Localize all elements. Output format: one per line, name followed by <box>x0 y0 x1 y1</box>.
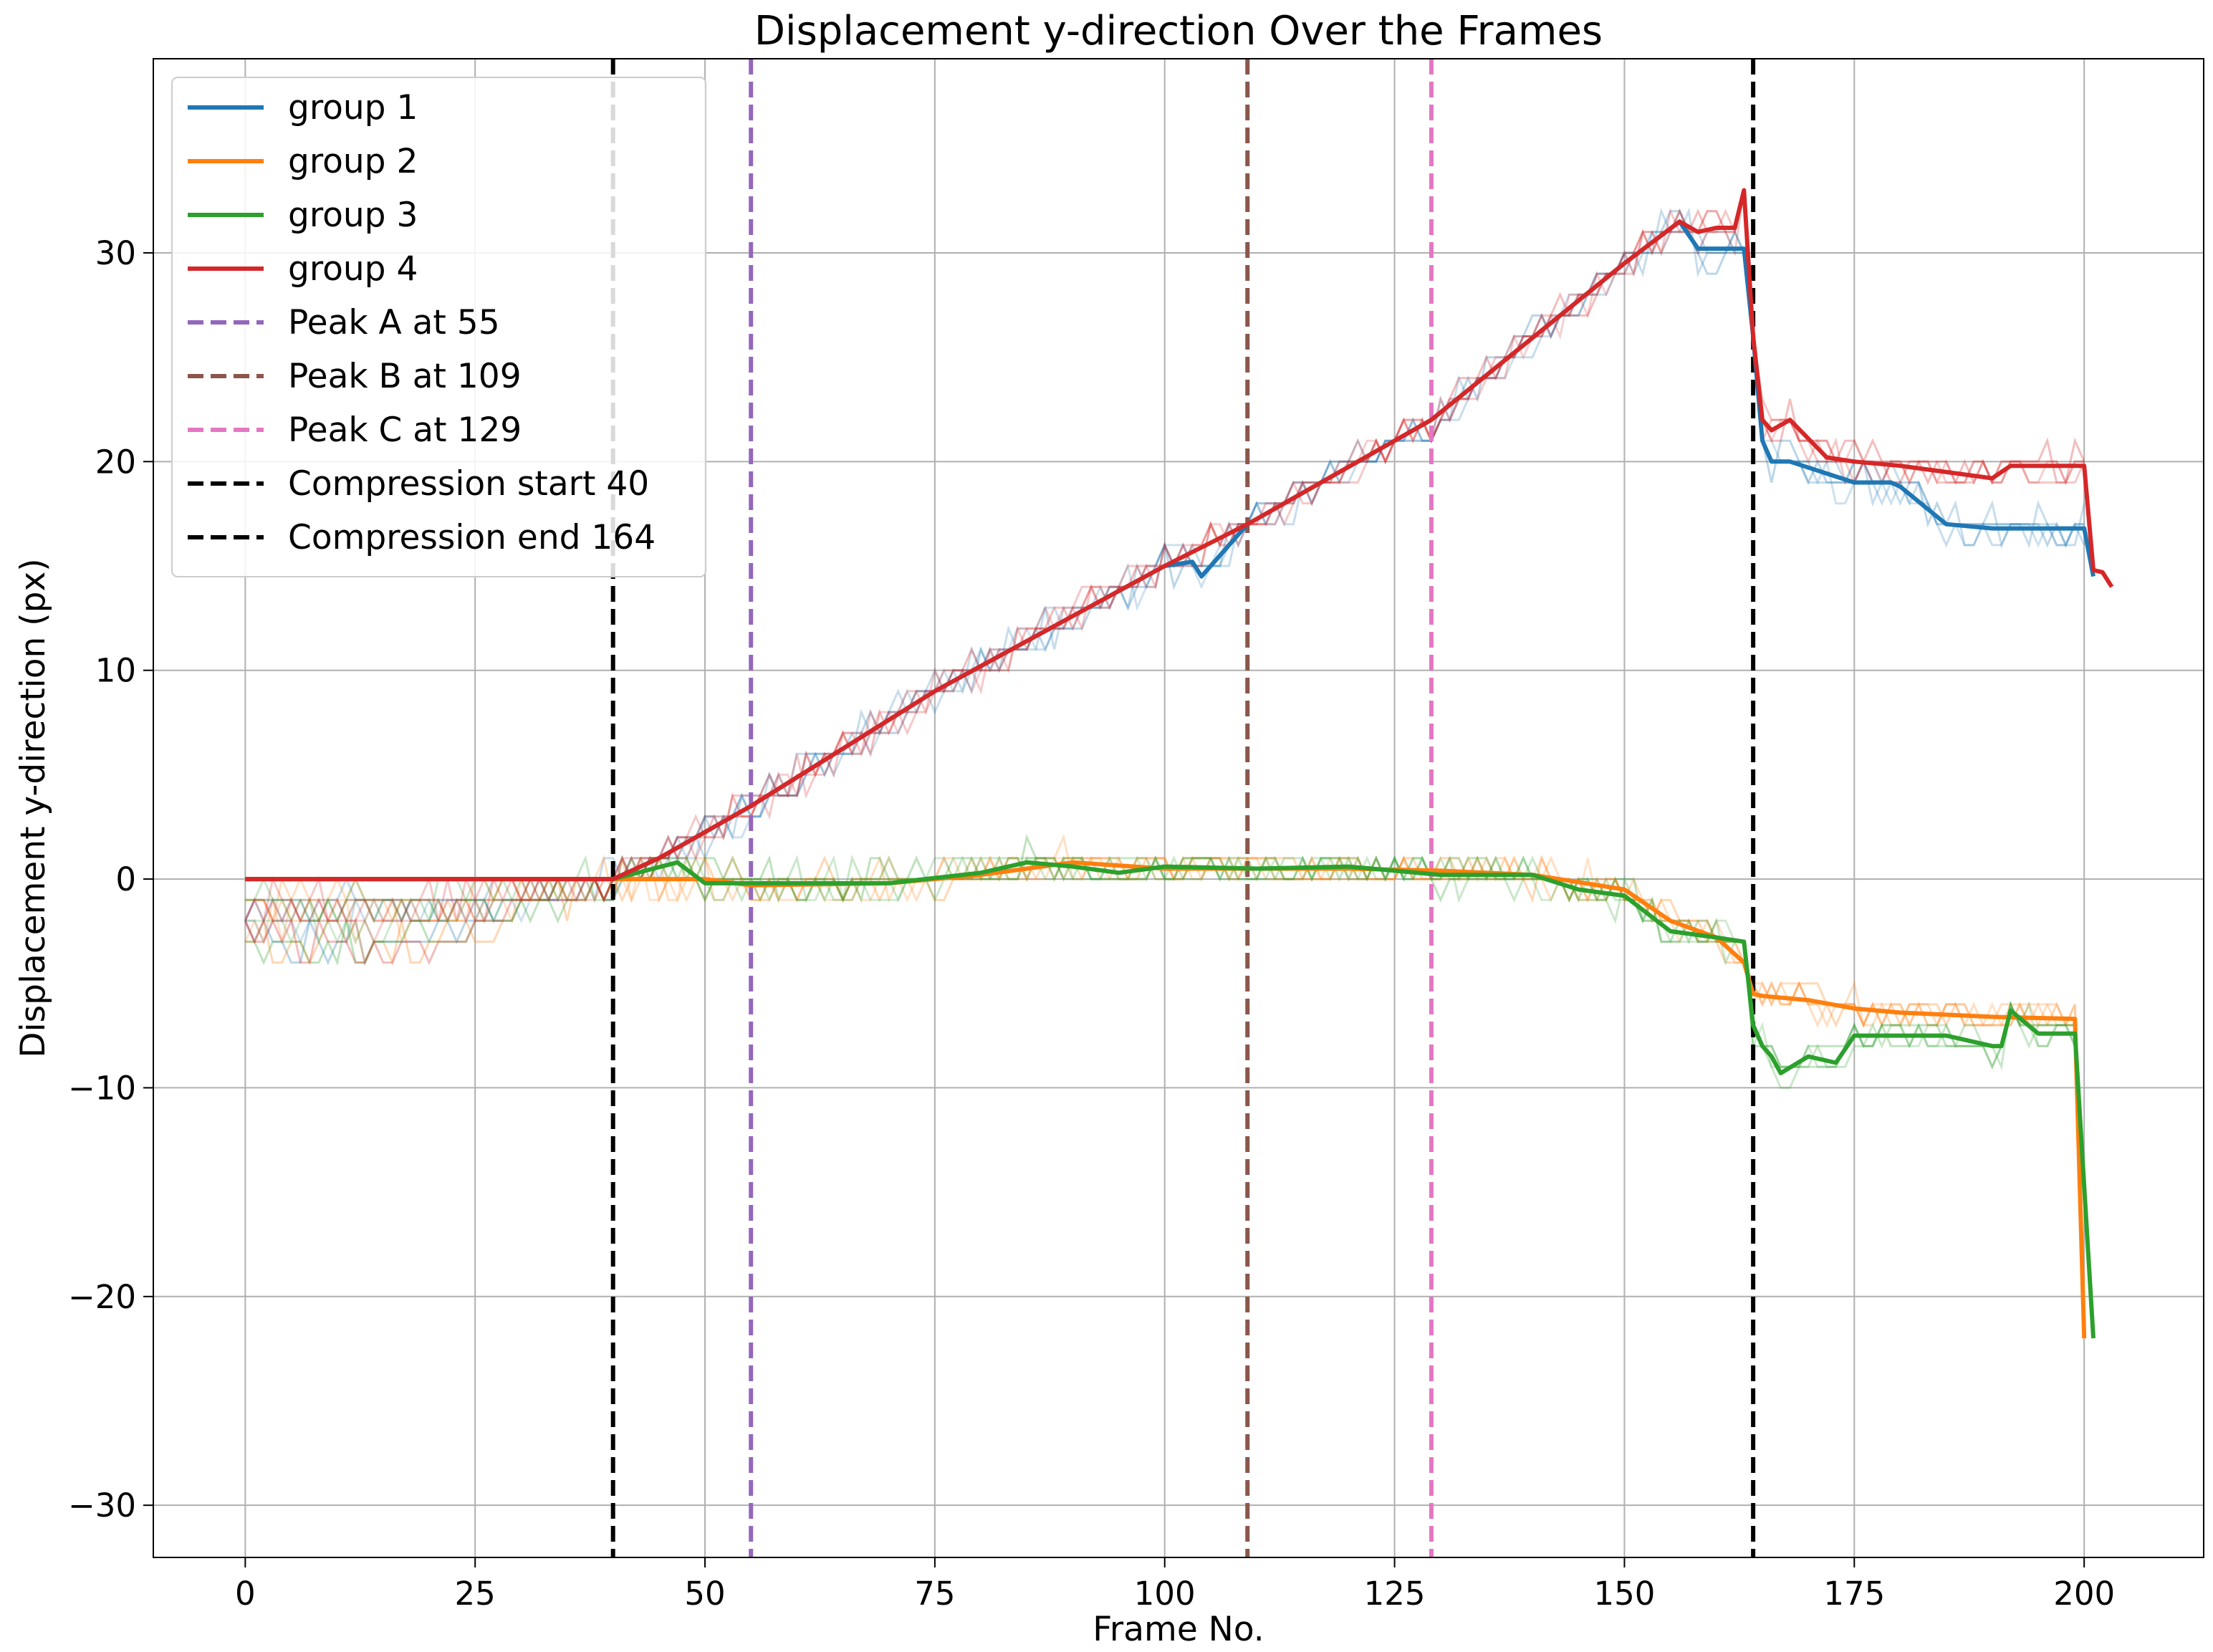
x-tick-label: 25 <box>455 1575 496 1613</box>
y-axis-label: Displacement y-direction (px) <box>14 558 53 1057</box>
grid <box>153 59 2204 1557</box>
x-tick-label: 125 <box>1364 1575 1426 1613</box>
reference-lines <box>610 59 1756 1557</box>
plot-frame <box>153 58 2204 1558</box>
legend-label: group 4 <box>288 249 418 289</box>
x-tick-label: 100 <box>1134 1575 1196 1613</box>
x-tick-label: 0 <box>235 1575 256 1613</box>
legend-box <box>171 77 706 577</box>
x-axis-label: Frame No. <box>1093 1610 1264 1649</box>
x-tick-label: 150 <box>1593 1575 1655 1613</box>
x-tick-label: 75 <box>914 1575 955 1613</box>
series-lines <box>245 188 2114 1339</box>
x-tick-label: 50 <box>684 1575 725 1613</box>
x-tick-label: 175 <box>1823 1575 1885 1613</box>
series-line <box>245 188 2114 882</box>
legend-label: Compression end 164 <box>288 518 656 557</box>
y-tick-label: 30 <box>95 234 136 272</box>
legend-label: group 3 <box>288 196 418 235</box>
individual-track-line <box>244 210 2085 966</box>
individual-track-line <box>245 834 2085 1172</box>
x-axis-ticks: 0 25 50 75 100 125 150 175 200 <box>235 1557 2115 1613</box>
legend-label: Compression start 40 <box>288 464 649 504</box>
x-tick-label: 200 <box>2053 1575 2115 1613</box>
y-tick-label: 20 <box>95 443 136 481</box>
individual-track-line <box>245 855 2085 1193</box>
y-tick-label: 10 <box>95 652 136 690</box>
chart-title: Displacement y-direction Over the Frames <box>754 8 1603 54</box>
individual-track-line <box>244 190 2085 925</box>
series-line <box>245 860 2096 1339</box>
y-tick-label: −30 <box>68 1487 136 1524</box>
y-tick-label: −20 <box>68 1278 136 1316</box>
legend-label: group 1 <box>288 88 418 128</box>
legend-label: Peak C at 129 <box>288 410 522 450</box>
legend-label: Peak A at 55 <box>288 303 500 342</box>
individual-track-line <box>245 208 2085 946</box>
y-axis-ticks: −30 −20 −10 0 10 20 30 <box>68 234 153 1524</box>
individual-track-line <box>245 855 2085 1193</box>
legend: group 1 group 2 group 3 group 4 Peak A at 55… <box>171 77 706 577</box>
legend-label: Peak B at 109 <box>288 357 522 396</box>
y-tick-label: −10 <box>68 1069 136 1107</box>
legend-label: group 2 <box>288 142 418 181</box>
individual-track-line <box>245 834 2085 1339</box>
y-tick-label: 0 <box>115 860 136 898</box>
